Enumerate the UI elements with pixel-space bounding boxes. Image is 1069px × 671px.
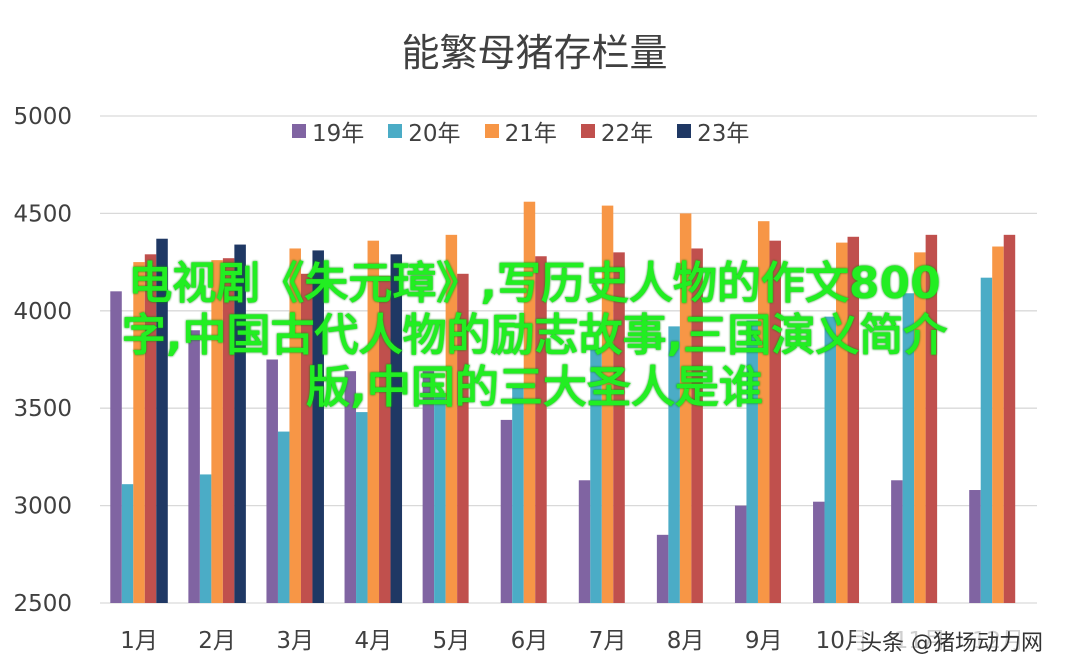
bar-20年-2月: [199, 474, 212, 603]
legend-label-19: 19年: [312, 121, 365, 147]
bar-20年-3月: [277, 431, 290, 603]
legend-swatch-19: [292, 124, 306, 138]
bar-21年-9月: [757, 221, 770, 603]
legend-swatch-21: [484, 124, 499, 138]
bar-22年-4月: [379, 275, 391, 603]
bar-19年-3月: [266, 359, 278, 603]
legend-item-20: 20年: [388, 114, 461, 148]
bar-22年-3月: [300, 273, 313, 603]
overlay-line-3: 版,中国的三大圣人是谁: [306, 362, 763, 413]
bar-20年-10月: [824, 316, 837, 603]
bar-19年-2月: [188, 330, 200, 603]
bar-20年-7月: [590, 347, 602, 603]
legend-swatch-23: [677, 124, 692, 138]
legend-item-21: 21年: [484, 114, 557, 148]
x-tick-label: 9月: [745, 628, 783, 654]
legend-item-23: 23年: [677, 114, 749, 148]
y-tick-label: 5000: [13, 104, 72, 130]
x-tick-label: 7月: [589, 628, 627, 654]
bar-21年-6月: [523, 201, 536, 603]
bar-22年-2月: [222, 258, 235, 603]
y-tick-label: 3500: [13, 396, 72, 422]
bar-21年-2月: [211, 260, 223, 603]
y-tick-label: 4000: [13, 299, 72, 325]
legend-swatch-22: [580, 124, 595, 138]
bar-19年-8月: [656, 534, 669, 603]
bar-22年-9月: [769, 240, 781, 603]
bar-19年-1月: [110, 291, 122, 603]
legend-item-22: 22年: [580, 114, 654, 148]
bar-20年-9月: [746, 320, 758, 603]
x-tick-label: 1月: [120, 628, 158, 654]
bar-21年-8月: [679, 213, 692, 603]
bar-22年-11月: [925, 234, 938, 603]
x-tick-label: 5月: [433, 628, 471, 654]
x-tick-label: 4月: [354, 628, 392, 654]
bar-21年-3月: [289, 248, 301, 604]
bar-19年-5月: [422, 371, 435, 603]
bar-23年-4月: [390, 254, 403, 604]
bar-20年-4月: [356, 412, 368, 603]
overlay-line-2: 字,中国古代人物的励志故事,三国演义简介: [121, 310, 948, 361]
x-tick-label: 2月: [198, 628, 236, 654]
bar-19年-7月: [578, 480, 591, 603]
legend-item-19: 19年: [292, 114, 364, 148]
bar-23年-3月: [312, 250, 324, 604]
bar-21年-1月: [133, 262, 145, 603]
legend-swatch-20: [388, 124, 403, 138]
bar-19年-10月: [813, 501, 825, 603]
x-tick-label: 3月: [276, 628, 314, 654]
legend: 19年 20年 21年 22年 23年: [292, 114, 749, 148]
bar-19年-6月: [500, 419, 513, 603]
bar-20年-5月: [434, 396, 446, 603]
legend-label-22: 22年: [600, 121, 654, 147]
x-tick-label: 8月: [667, 628, 705, 654]
bar-19年-12月: [969, 490, 981, 603]
bar-20年-1月: [121, 484, 134, 603]
bar-22年-12月: [1003, 234, 1016, 603]
bar-20年-8月: [668, 326, 680, 603]
legend-label-21: 21年: [504, 121, 557, 147]
bar-20年-6月: [512, 384, 524, 603]
y-tick-label: 2500: [13, 591, 72, 617]
bar-19年-4月: [344, 371, 357, 603]
bar-22年-7月: [613, 252, 625, 604]
bar-21年-12月: [992, 246, 1004, 604]
bar-23年-2月: [234, 244, 246, 603]
y-tick-label: 4500: [13, 201, 72, 227]
bar-23年-1月: [156, 238, 168, 603]
bar-22年-10月: [847, 236, 860, 603]
legend-label-23: 23年: [697, 121, 750, 147]
bar-21年-10月: [836, 242, 848, 603]
bar-19年-9月: [734, 505, 747, 603]
legend-label-20: 20年: [408, 121, 461, 147]
chart-title: 能繁母猪存栏量: [401, 31, 668, 75]
bar-22年-6月: [535, 256, 547, 603]
bar-21年-5月: [445, 234, 458, 603]
bar-21年-7月: [601, 205, 614, 603]
bar-22年-5月: [457, 273, 469, 603]
bar-21年-11月: [914, 252, 926, 604]
overlay-line-1: 电视剧《朱元璋》,写历史人物的作文800: [128, 258, 941, 309]
bar-20年-11月: [902, 293, 915, 603]
bar-22年-1月: [144, 254, 157, 604]
y-tick-label: 3000: [13, 494, 72, 520]
bar-20年-12月: [980, 277, 993, 603]
bar-19年-11月: [891, 480, 903, 603]
watermark: 头条 @猪场动力网: [856, 625, 1047, 657]
overlay-headline: 电视剧《朱元璋》,写历史人物的作文800 字,中国古代人物的励志故事,三国演义简…: [0, 258, 1069, 414]
bar-21年-4月: [367, 240, 380, 603]
bar-22年-8月: [691, 248, 703, 604]
x-tick-label: 6月: [511, 628, 549, 654]
